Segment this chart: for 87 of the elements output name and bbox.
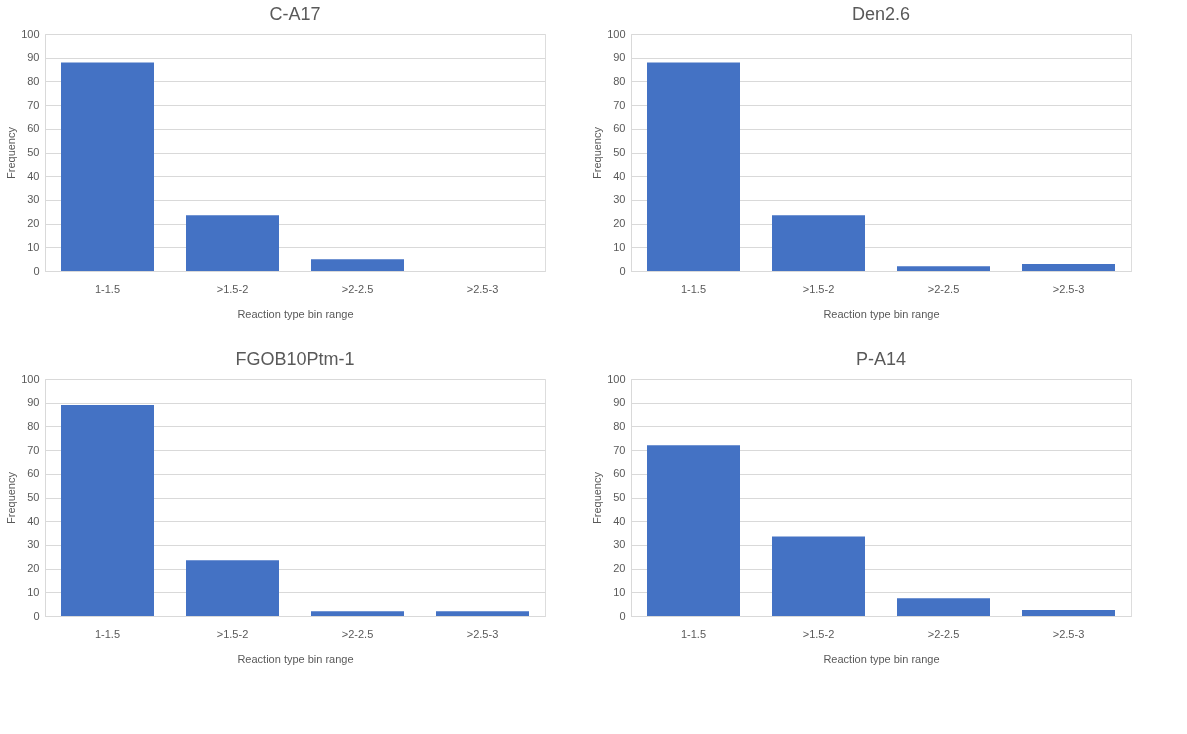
- x-tick-label: >2.5-3: [466, 282, 499, 295]
- x-tick-label: >2.5-3: [1052, 627, 1085, 640]
- bar: [647, 62, 740, 271]
- y-tick-label: 100: [607, 27, 626, 40]
- x-axis-title: Reaction type bin range: [823, 652, 940, 665]
- x-tick-label: 1-1.5: [680, 282, 707, 295]
- y-axis-title: Frequency: [591, 471, 604, 524]
- y-tick-label: 40: [613, 514, 626, 527]
- bar: [897, 598, 990, 616]
- x-tick-label: >1.5-2: [216, 282, 249, 295]
- y-tick-label: 10: [27, 585, 40, 598]
- y-tick-label: 0: [619, 609, 626, 622]
- bar: [186, 215, 279, 271]
- chart-title: P-A14: [855, 349, 907, 369]
- y-tick-label: 30: [613, 193, 626, 206]
- y-axis-title: Frequency: [591, 126, 604, 179]
- y-tick-label: 50: [27, 491, 40, 503]
- y-tick-label: 40: [27, 514, 40, 527]
- y-axis-title: Frequency: [5, 126, 18, 179]
- x-tick-label: 1-1.5: [94, 282, 121, 295]
- y-tick-label: 90: [27, 51, 40, 64]
- x-tick-label: >2-2.5: [927, 282, 960, 295]
- y-tick-label: 50: [613, 491, 626, 503]
- y-tick-label: 30: [613, 538, 626, 551]
- bar: [647, 445, 740, 616]
- y-tick-label: 60: [613, 122, 626, 135]
- y-tick-label: 90: [613, 51, 626, 64]
- x-tick-label: 1-1.5: [680, 627, 707, 640]
- bar: [436, 611, 529, 616]
- bar: [61, 62, 154, 271]
- x-tick-label: >2-2.5: [927, 627, 960, 640]
- y-tick-label: 10: [613, 240, 626, 253]
- y-tick-label: 100: [21, 27, 40, 40]
- y-tick-label: 90: [27, 396, 40, 409]
- y-tick-label: 80: [27, 74, 40, 87]
- x-axis-title: Reaction type bin range: [823, 307, 940, 320]
- y-tick-label: 60: [613, 467, 626, 480]
- y-tick-label: 20: [27, 217, 40, 230]
- y-tick-label: 80: [27, 419, 40, 432]
- bar: [311, 611, 404, 616]
- bar: [897, 266, 990, 271]
- bar: [186, 560, 279, 616]
- y-tick-label: 40: [613, 169, 626, 182]
- x-tick-label: >1.5-2: [216, 627, 249, 640]
- y-tick-label: 30: [27, 193, 40, 206]
- x-tick-label: >2.5-3: [1052, 282, 1085, 295]
- x-axis-title: Reaction type bin range: [237, 307, 354, 320]
- y-tick-label: 70: [27, 443, 40, 456]
- y-tick-label: 80: [613, 419, 626, 432]
- y-tick-label: 0: [33, 609, 40, 622]
- y-tick-label: 70: [613, 443, 626, 456]
- y-tick-label: 0: [33, 264, 40, 277]
- chart-title: FGOB10Ptm-1: [235, 349, 355, 369]
- y-tick-label: 10: [613, 585, 626, 598]
- bar: [1022, 263, 1115, 271]
- y-tick-label: 60: [27, 467, 40, 480]
- y-tick-label: 60: [27, 122, 40, 135]
- x-tick-label: >1.5-2: [802, 627, 835, 640]
- y-tick-label: 100: [21, 372, 40, 385]
- y-tick-label: 0: [619, 264, 626, 277]
- y-tick-label: 50: [613, 146, 626, 158]
- y-tick-label: 20: [27, 562, 40, 575]
- bar: [1022, 610, 1115, 616]
- y-tick-label: 70: [613, 98, 626, 111]
- y-tick-label: 80: [613, 74, 626, 87]
- y-tick-label: 100: [607, 372, 626, 385]
- x-tick-label: >2.5-3: [466, 627, 499, 640]
- x-tick-label: 1-1.5: [94, 627, 121, 640]
- chart-title: C-A17: [269, 4, 321, 24]
- x-tick-label: >2-2.5: [341, 282, 374, 295]
- x-tick-label: >2-2.5: [341, 627, 374, 640]
- y-tick-label: 40: [27, 169, 40, 182]
- y-tick-label: 90: [613, 396, 626, 409]
- y-tick-label: 70: [27, 98, 40, 111]
- x-axis-title: Reaction type bin range: [237, 652, 354, 665]
- bar: [61, 405, 154, 616]
- y-tick-label: 30: [27, 538, 40, 551]
- y-tick-label: 20: [613, 217, 626, 230]
- bar: [772, 536, 865, 616]
- y-tick-label: 10: [27, 240, 40, 253]
- y-tick-label: 50: [27, 146, 40, 158]
- chart-title: Den2.6: [851, 4, 911, 24]
- y-axis-title: Frequency: [5, 471, 18, 524]
- bar: [311, 259, 404, 271]
- x-tick-label: >1.5-2: [802, 282, 835, 295]
- bar: [772, 215, 865, 271]
- y-tick-label: 20: [613, 562, 626, 575]
